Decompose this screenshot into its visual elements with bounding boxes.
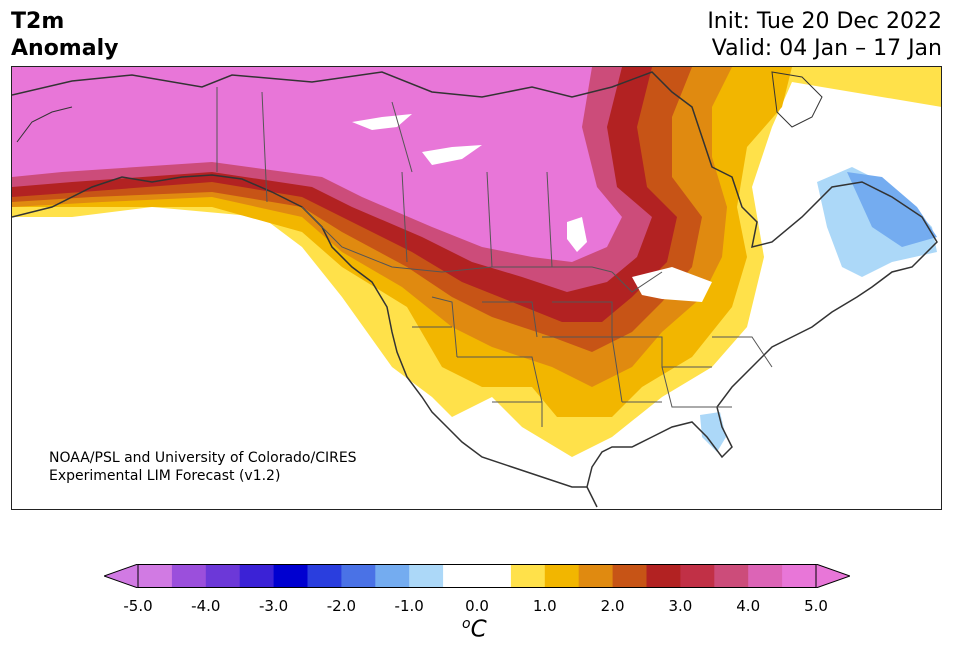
- colorbar-tick-label: 2.0: [600, 597, 625, 615]
- colorbar-swatch: [307, 564, 342, 588]
- init-date: Init: Tue 20 Dec 2022: [707, 9, 942, 34]
- map-title: T2m Anomaly: [11, 8, 118, 62]
- colorbar-tick-label: 1.0: [532, 597, 557, 615]
- colorbar-tick-label: 0.0: [465, 597, 489, 615]
- cool-anomaly-florida: [700, 412, 726, 452]
- colorbar-swatch: [782, 564, 817, 588]
- colorbar-tick-label: 3.0: [668, 597, 693, 615]
- colorbar-swatch: [612, 564, 647, 588]
- colorbar-max-arrow: [815, 564, 850, 588]
- valid-range: Valid: 04 Jan – 17 Jan: [711, 36, 942, 61]
- title-line-1: T2m: [11, 9, 65, 34]
- map-panel: [11, 66, 942, 510]
- colorbar-swatch: [375, 564, 410, 588]
- credit-line-2: Experimental LIM Forecast (v1.2): [49, 468, 281, 484]
- title-line-2: Anomaly: [11, 36, 119, 61]
- colorbar-tick-label: -5.0: [123, 597, 153, 615]
- lake-winnipeg: [567, 217, 587, 252]
- colorbar-tick-label: -1.0: [394, 597, 424, 615]
- colorbar-swatch: [409, 564, 444, 588]
- unit-degree-mark: o: [462, 616, 471, 632]
- colorbar-swatch: [443, 564, 478, 588]
- colorbar-swatch: [273, 564, 308, 588]
- colorbar-swatch: [205, 564, 241, 588]
- colorbar-swatch: [544, 564, 580, 588]
- cool-anomaly-labrador: [847, 172, 937, 247]
- unit-letter: C: [470, 616, 487, 643]
- great-slave-lake: [422, 145, 482, 165]
- colorbar-swatch: [239, 564, 275, 588]
- colorbar: [104, 564, 850, 588]
- colorbar-swatch: [748, 564, 783, 588]
- great-lakes: [632, 267, 712, 302]
- colorbar-swatch: [578, 564, 614, 588]
- forecast-dates: Init: Tue 20 Dec 2022 Valid: 04 Jan – 17…: [707, 8, 942, 62]
- colorbar-swatch: [680, 564, 715, 588]
- colorbar-tick-label: -3.0: [258, 597, 289, 615]
- anomaly-map: [12, 67, 941, 509]
- colorbar-tick-label: -4.0: [191, 597, 221, 615]
- colorbar-swatch: [171, 564, 207, 588]
- colorbar-min-arrow: [104, 564, 139, 588]
- colorbar-tick-label: 4.0: [736, 597, 761, 615]
- credit-line-1: NOAA/PSL and University of Colorado/CIRE…: [49, 450, 357, 466]
- anomaly-band-7: [12, 67, 622, 262]
- colorbar-tick-label: 5.0: [804, 597, 828, 615]
- colorbar-swatch: [477, 564, 512, 588]
- colorbar-swatch: [510, 564, 546, 588]
- colorbar-swatch: [341, 564, 376, 588]
- political-borders: [216, 87, 773, 427]
- colorbar-swatch: [714, 564, 749, 588]
- colorbar-unit: oC: [462, 616, 487, 643]
- colorbar-swatch: [646, 564, 681, 588]
- coastlines: [12, 71, 938, 508]
- colorbar-swatch: [138, 564, 173, 588]
- credit-text: NOAA/PSL and University of Colorado/CIRE…: [49, 449, 357, 485]
- colorbar-tick-label: -2.0: [326, 597, 357, 615]
